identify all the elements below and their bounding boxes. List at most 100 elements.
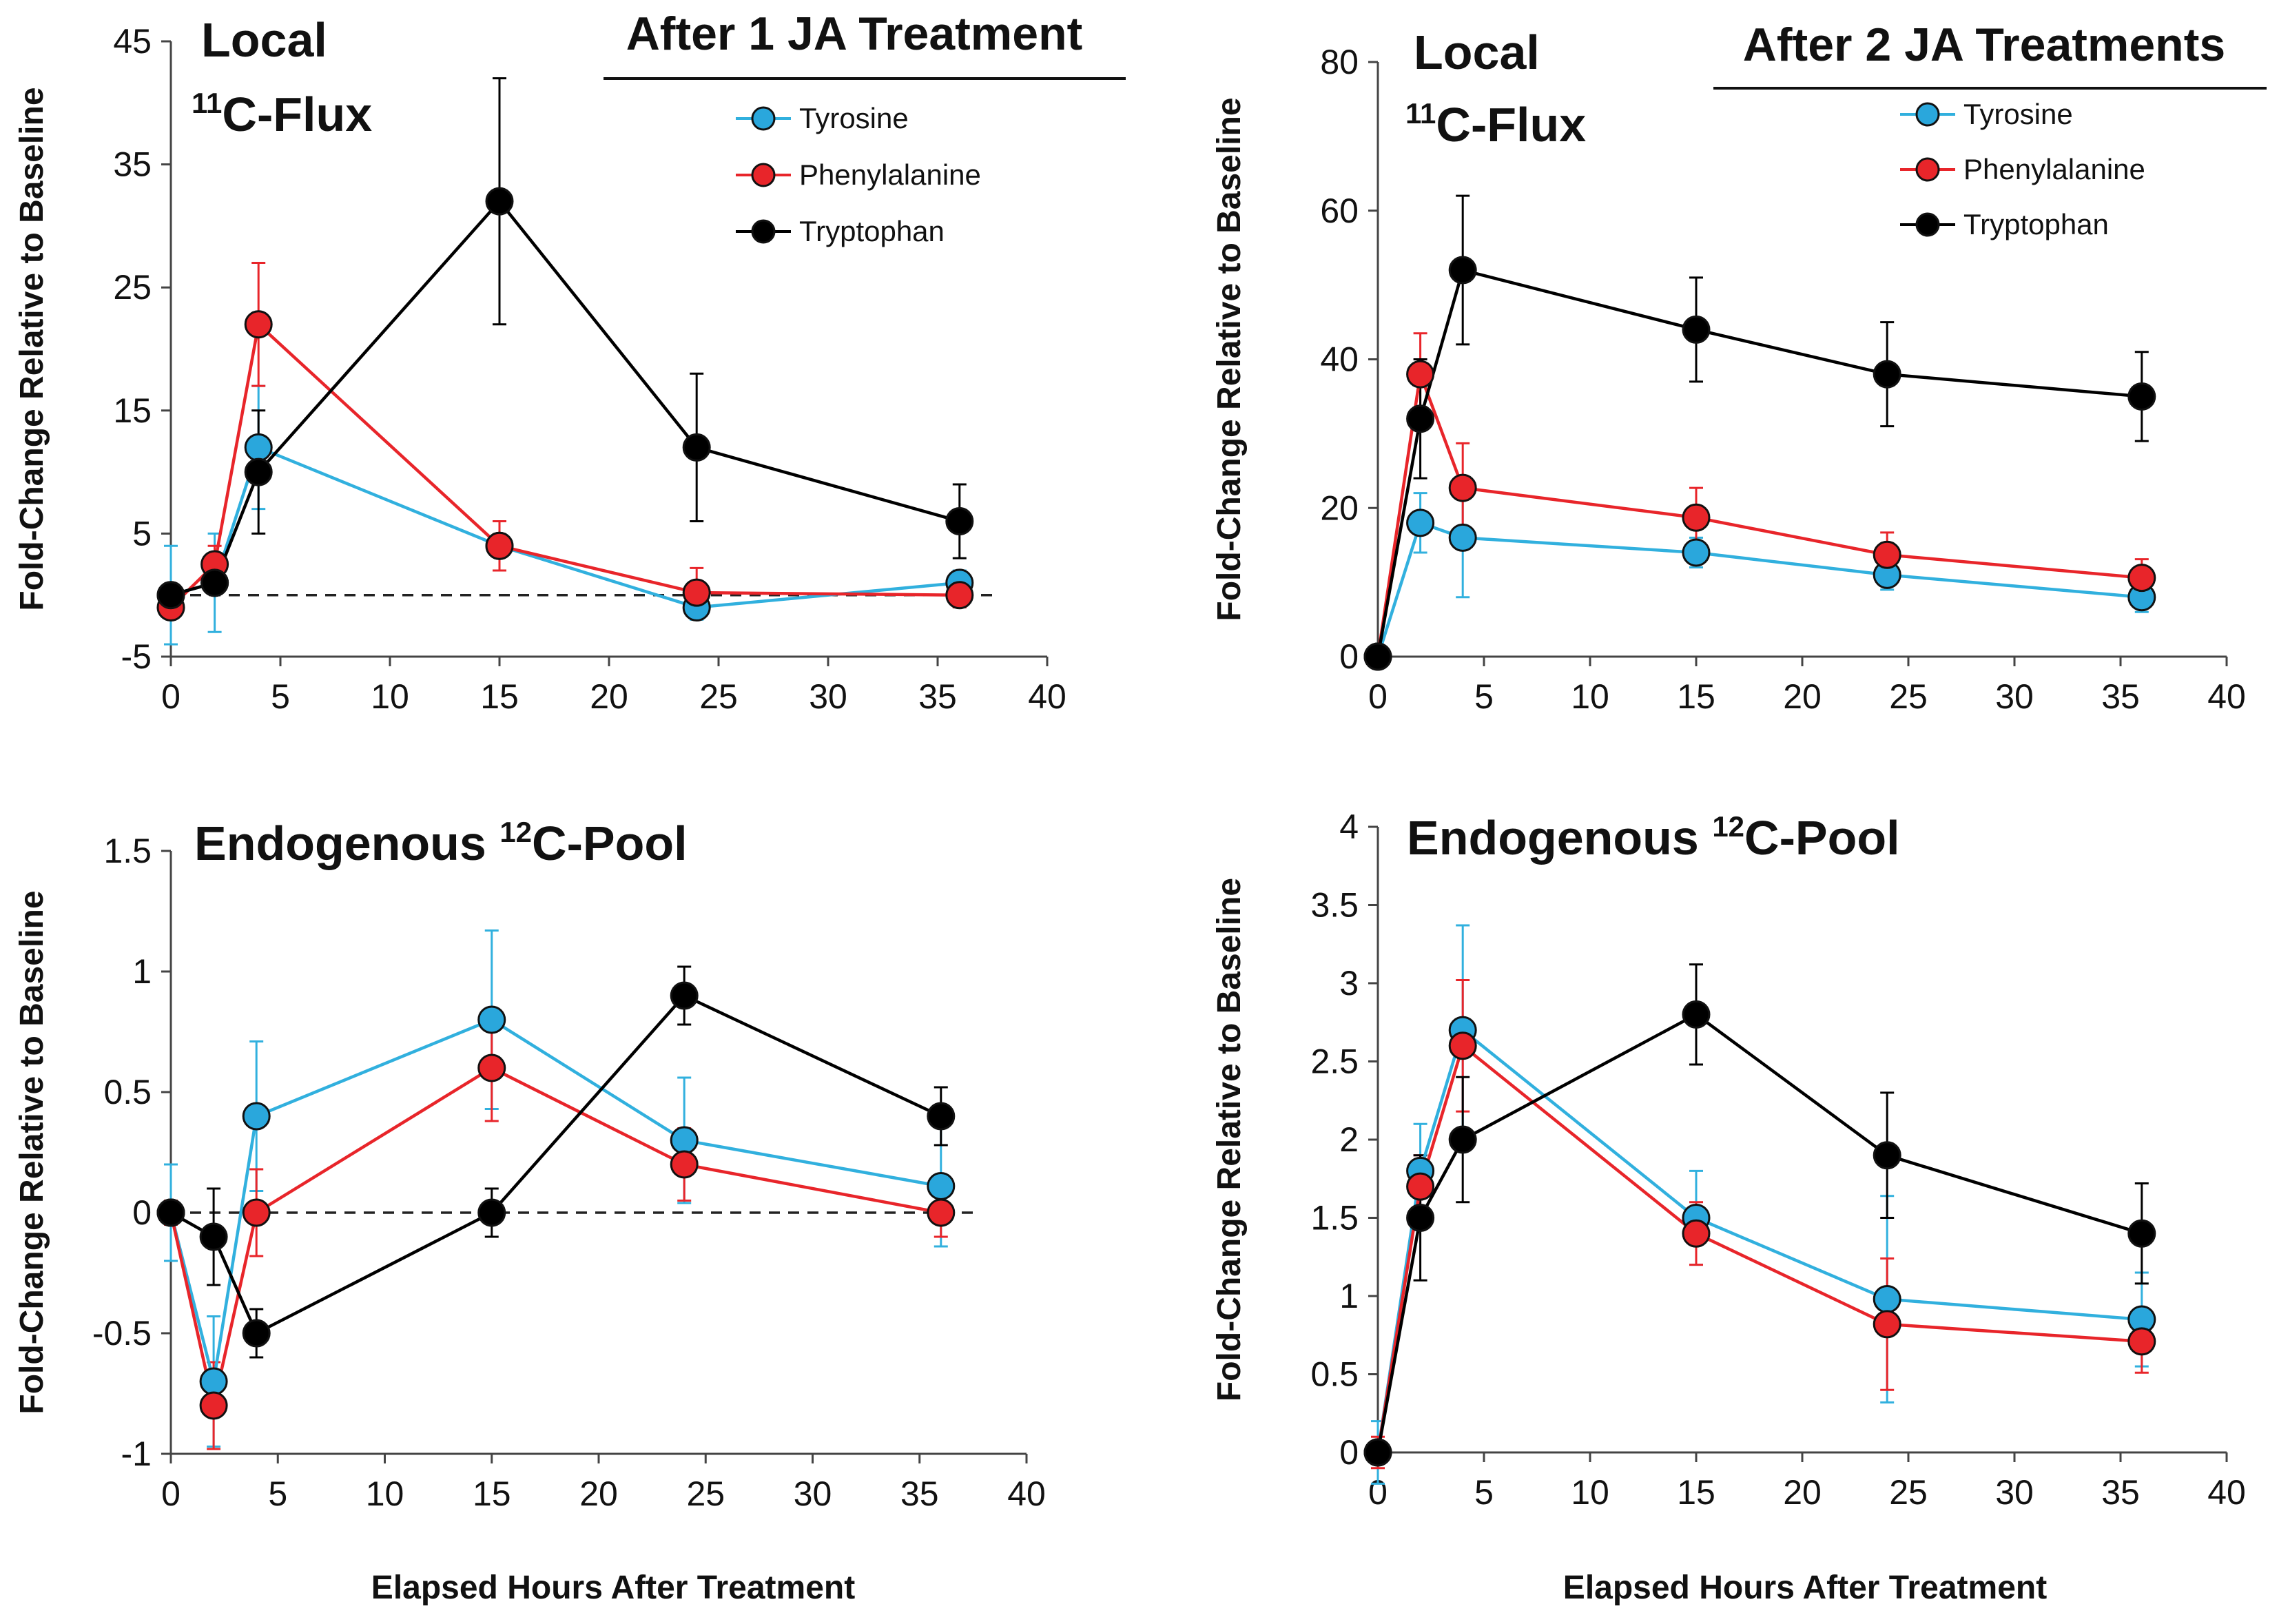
data-point-tyrosine: [1448, 523, 1477, 552]
y-tick-label: 4: [1339, 808, 1359, 846]
legend-marker: [1915, 102, 1940, 127]
x-tick-label: 30: [1995, 677, 2034, 716]
y-tick-label: 0: [132, 1193, 152, 1232]
y-tick-label: 45: [113, 22, 152, 61]
data-point-phenylalanine: [242, 1198, 271, 1227]
x-tick-label: 30: [809, 677, 847, 716]
series-line-phenylalanine: [1376, 1042, 2142, 1453]
data-point-tryptophan: [1873, 1141, 1901, 1170]
y-axis-label: Fold-Change Relative to Baseline: [1211, 97, 1248, 621]
x-tick-label: 35: [900, 1474, 939, 1513]
data-point-phenylalanine: [2127, 1327, 2156, 1356]
chart-panel-1: 0 5 10 15 20 25 30 35 40 0 20 40 60 80 Fold-Change Rel…: [1211, 19, 2267, 716]
data-point-phenylalanine: [1448, 1031, 1477, 1060]
data-point-tryptophan: [156, 581, 185, 610]
chart-panel-0: 0 5 10 15 20 25 30 35 40 -5 5 15 25 35 45 Fold-Change R…: [14, 8, 1126, 716]
data-point-tyrosine: [1682, 538, 1711, 567]
y-tick-label: 60: [1320, 192, 1359, 230]
x-tick-label: 20: [1783, 677, 1822, 716]
y-tick-label: 20: [1320, 489, 1359, 527]
data-point-phenylalanine: [1406, 1172, 1435, 1201]
data-point-tryptophan: [2127, 1219, 2156, 1248]
data-point-tryptophan: [1873, 360, 1901, 389]
data-point-tyrosine: [242, 1102, 271, 1131]
legend-label: Phenylalanine: [1963, 153, 2145, 185]
series-tryptophan: [164, 965, 948, 1359]
y-tick-label: -0.5: [92, 1314, 152, 1353]
data-point-tyrosine: [1406, 508, 1435, 537]
y-tick-label: 15: [113, 391, 152, 430]
legend-marker: [1915, 157, 1940, 182]
series-phenylalanine: [1413, 332, 2149, 598]
data-point-tryptophan: [927, 1102, 956, 1131]
legend-label: Tyrosine: [1963, 98, 2073, 130]
data-point-tyrosine: [199, 1367, 228, 1396]
data-point-tryptophan: [242, 1319, 271, 1348]
data-point-tryptophan: [2127, 382, 2156, 411]
y-tick-label: 40: [1320, 340, 1359, 379]
data-point-phenylalanine: [2127, 564, 2156, 593]
y-tick-label: 5: [132, 514, 152, 553]
y-tick-label: 0: [1339, 637, 1359, 676]
data-point-tyrosine: [1873, 1285, 1901, 1314]
x-tick-label: 10: [1571, 677, 1609, 716]
y-tick-label: 1: [1339, 1277, 1359, 1315]
data-point-tryptophan: [1448, 256, 1477, 285]
chart-panel-3: 0 5 10 15 20 25 30 35 4000.511.522.533.54Fold-Ch…: [1211, 808, 2246, 1512]
legend-marker: [751, 163, 776, 187]
x-tick-label: 20: [579, 1474, 618, 1513]
y-tick-label: -5: [121, 637, 152, 676]
series-line-tryptophan: [1376, 1012, 2143, 1453]
x-tick-label: 25: [1889, 677, 1928, 716]
panel-title: Endogenous 12C-Pool: [1407, 810, 1900, 865]
x-axis-label-right: Elapsed Hours After Treatment: [1563, 1570, 2047, 1606]
series-tryptophan: [1371, 963, 2149, 1461]
data-point-phenylalanine: [244, 310, 273, 339]
data-point-tryptophan: [670, 981, 699, 1010]
x-tick-label: 35: [2101, 677, 2140, 716]
x-tick-label: 0: [1368, 677, 1388, 716]
series-tyrosine: [1371, 924, 2149, 1485]
y-tick-label: 0.5: [103, 1073, 152, 1111]
data-point-tryptophan: [1363, 642, 1392, 671]
data-point-tryptophan: [682, 433, 711, 462]
data-point-phenylalanine: [1682, 503, 1711, 532]
series-line-tyrosine: [169, 1018, 942, 1382]
x-tick-label: 35: [918, 677, 957, 716]
x-tick-label: 5: [1474, 1473, 1494, 1512]
x-tick-label: 40: [2207, 1473, 2246, 1512]
x-tick-label: 40: [2207, 677, 2246, 716]
y-tick-label: 2: [1339, 1120, 1359, 1159]
legend-label: Phenylalanine: [799, 158, 981, 191]
data-point-tryptophan: [1682, 315, 1711, 344]
data-point-tyrosine: [477, 1005, 506, 1034]
y-axis-label: Fold-Change Relative to Baseline: [14, 890, 50, 1414]
x-tick-label: 40: [1028, 677, 1066, 716]
x-tick-label: 10: [371, 677, 409, 716]
x-tick-label: 20: [1783, 1473, 1822, 1512]
data-point-phenylalanine: [1406, 360, 1435, 389]
x-tick-label: 15: [1677, 1473, 1715, 1512]
data-point-phenylalanine: [927, 1198, 956, 1227]
x-tick-label: 5: [271, 677, 290, 716]
y-tick-label: 80: [1320, 43, 1359, 81]
series-tryptophan: [164, 77, 967, 600]
y-tick-label: 0.5: [1310, 1355, 1359, 1394]
panel-title: Local: [201, 13, 327, 67]
data-point-phenylalanine: [670, 1150, 699, 1179]
y-tick-label: 1: [132, 952, 152, 991]
data-point-tyrosine: [927, 1172, 956, 1200]
y-tick-label: 1.5: [1310, 1199, 1359, 1237]
data-point-tryptophan: [1406, 1204, 1435, 1232]
x-tick-label: 25: [699, 677, 738, 716]
y-tick-label: 0: [1339, 1433, 1359, 1472]
data-point-tryptophan: [1682, 1000, 1711, 1029]
legend-label: Tryptophan: [1963, 208, 2109, 240]
series-tyrosine: [1413, 477, 2149, 613]
series-line-tyrosine: [1376, 1027, 2142, 1453]
series-line-tyrosine: [170, 445, 960, 609]
series-phenylalanine: [1371, 978, 2149, 1470]
data-point-phenylalanine: [1873, 540, 1901, 569]
y-axis-label: Fold-Change Relative to Baseline: [14, 87, 50, 610]
